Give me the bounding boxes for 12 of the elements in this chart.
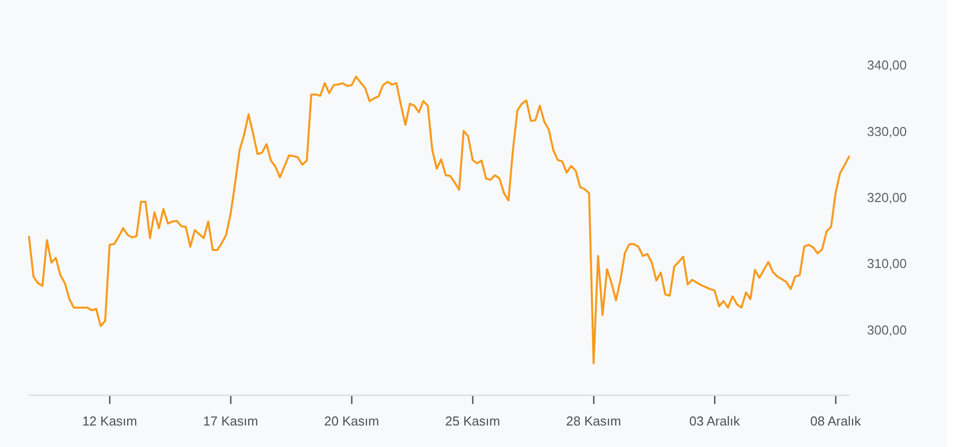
y-tick-label: 310,00 bbox=[867, 256, 907, 272]
x-tick-label: 25 Kasım bbox=[445, 413, 500, 428]
x-tick-label: 20 Kasım bbox=[324, 413, 380, 428]
x-tick-label: 03 Aralık bbox=[689, 413, 740, 428]
x-tick-label: 17 Kasım bbox=[203, 413, 258, 428]
x-tick-label: 28 Kasım bbox=[566, 413, 622, 428]
x-tick-label: 12 Kasım bbox=[82, 413, 138, 428]
y-tick-label: 300,00 bbox=[867, 322, 907, 338]
y-tick-label: 320,00 bbox=[867, 190, 907, 205]
y-tick-label: 340,00 bbox=[867, 58, 907, 73]
x-tick-label: 08 Aralık bbox=[810, 413, 862, 428]
y-tick-label: 330,00 bbox=[867, 124, 907, 139]
